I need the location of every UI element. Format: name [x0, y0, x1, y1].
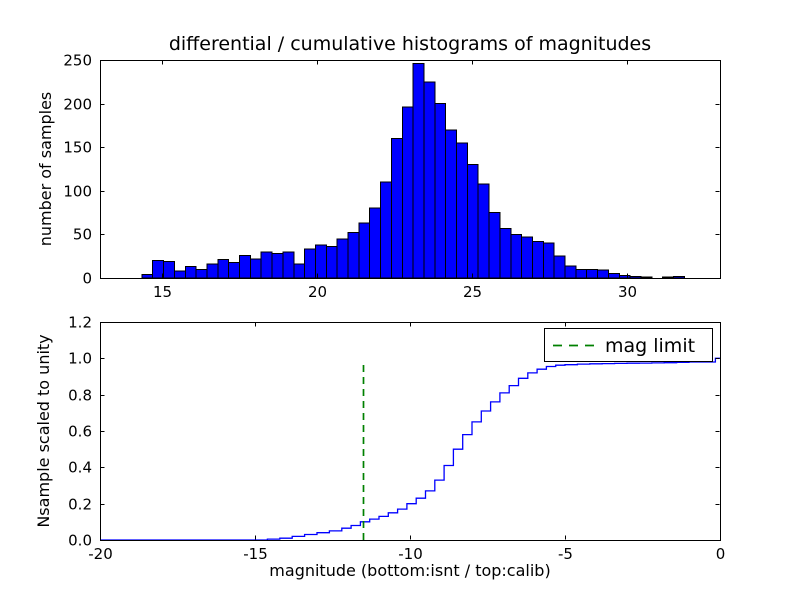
histogram-bar [390, 137, 403, 279]
histogram-bar [401, 106, 414, 279]
x-tick-label: -10 [398, 545, 423, 563]
histogram-bar [358, 222, 371, 279]
y-tick-label: 200 [63, 96, 92, 114]
histogram-bar [618, 274, 631, 279]
histogram-bar [575, 268, 588, 279]
histogram-bar [423, 81, 436, 279]
histogram-bar [163, 260, 175, 279]
y-tick-label: 150 [63, 139, 92, 157]
histogram-bar [456, 142, 468, 279]
x-tick-label: -20 [88, 545, 113, 563]
histogram-bar [141, 274, 154, 279]
histogram-bar [662, 276, 675, 279]
histogram-bar [466, 164, 479, 279]
x-tick-label: 25 [463, 283, 482, 301]
histogram-bar [445, 129, 457, 279]
histogram-bar [597, 269, 609, 279]
x-tick-label: 15 [153, 283, 172, 301]
histogram-bar [195, 268, 208, 279]
x-tick-label: 20 [308, 283, 327, 301]
top-y-axis-label: number of samples [36, 91, 55, 247]
histogram-bar [607, 273, 620, 279]
histogram-bar [206, 263, 219, 279]
histogram-bar [510, 233, 523, 279]
histogram-bar [260, 251, 273, 279]
y-tick-label: 1.2 [68, 314, 92, 332]
histogram-bar [217, 259, 230, 279]
histogram-bar [488, 212, 501, 279]
histogram-bar [553, 255, 566, 279]
y-tick-label: 100 [63, 183, 92, 201]
histogram-bar [282, 251, 295, 279]
histogram-bar [293, 263, 306, 279]
histogram-bar [542, 242, 555, 279]
histogram-bar [228, 261, 240, 279]
histogram-bar [412, 62, 425, 279]
histogram-bar [369, 207, 382, 279]
histogram-bar [173, 270, 186, 279]
histogram-bar [304, 248, 316, 279]
x-tick-label: -15 [243, 545, 268, 563]
histogram-bar [325, 246, 338, 279]
y-tick-label: 250 [63, 52, 92, 70]
histogram-bar [629, 275, 642, 279]
legend [544, 328, 713, 362]
y-tick-label: 1.0 [68, 350, 92, 368]
histogram-bar [336, 238, 349, 279]
x-tick-label: 30 [618, 283, 637, 301]
histogram-bar [347, 232, 360, 279]
histogram-bar [499, 227, 512, 279]
legend-label: mag limit [605, 335, 696, 357]
x-tick-label: 0 [716, 545, 726, 563]
x-tick-label: -5 [558, 545, 573, 563]
bottom-y-axis-label: Nsample scaled to unity [34, 334, 53, 528]
axes-frame [100, 60, 721, 279]
histogram-bar [239, 254, 251, 279]
histogram-bar [152, 260, 165, 279]
histogram-bar [249, 258, 262, 279]
y-tick-label: 50 [73, 226, 92, 244]
top-subplot-differential-histogram: 15 20 25 30 0 50 100 150 200 250 [63, 52, 721, 301]
histogram-bar [434, 103, 447, 279]
histogram-bar [477, 183, 490, 279]
cumulative-step-line [100, 357, 720, 541]
y-tick-label: 0.0 [68, 532, 92, 550]
y-tick-label: 0.8 [68, 387, 92, 405]
histogram-bar [564, 265, 577, 279]
histogram-bar [673, 275, 685, 279]
histogram-bar [531, 240, 544, 279]
y-tick-label: 0 [82, 270, 92, 288]
histogram-bar [380, 181, 392, 279]
histogram-bar [640, 276, 653, 279]
x-axis-label: magnitude (bottom:isnt / top:calib) [269, 561, 551, 580]
histogram-bar [586, 268, 599, 279]
bottom-subplot-cumulative-histogram: -20 -15 -10 -5 0 0.0 0.2 0.4 0.6 0.8 1.0 1.2 [68, 314, 725, 564]
chart-title: differential / cumulative histograms of … [168, 33, 652, 55]
histogram-bar [314, 244, 327, 279]
histogram-bar [521, 236, 533, 279]
y-tick-label: 0.2 [68, 496, 92, 514]
histogram-bar [184, 266, 197, 279]
y-tick-label: 0.6 [68, 423, 92, 441]
y-tick-label: 0.4 [68, 459, 92, 477]
histogram-bar [271, 253, 284, 279]
